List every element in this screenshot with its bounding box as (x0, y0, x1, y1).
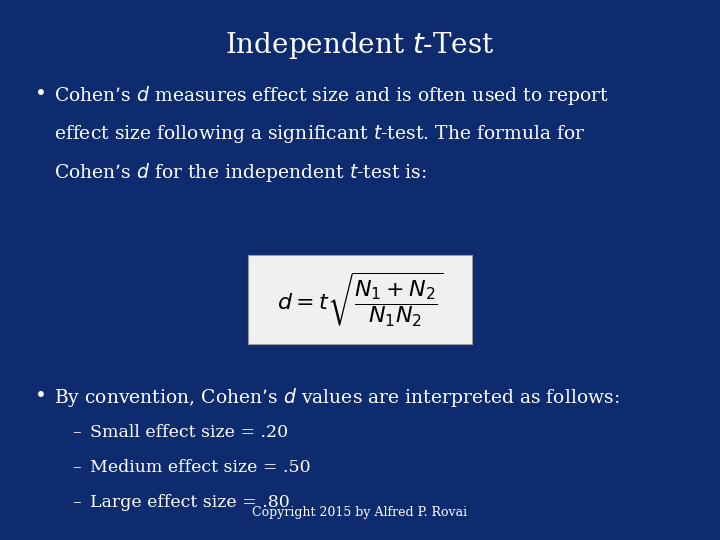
Text: Independent $t$-Test: Independent $t$-Test (225, 30, 495, 60)
Text: Medium effect size = .50: Medium effect size = .50 (90, 459, 310, 476)
Text: Copyright 2015 by Alfred P. Rovai: Copyright 2015 by Alfred P. Rovai (253, 507, 467, 519)
Text: Cohen’s $d$ for the independent $t$-test is:: Cohen’s $d$ for the independent $t$-test… (54, 161, 426, 185)
Text: •: • (35, 84, 46, 103)
Text: –: – (72, 459, 81, 476)
Text: Large effect size = .80: Large effect size = .80 (90, 494, 289, 511)
Text: $d = t\sqrt{\dfrac{N_1 + N_2}{N_1 N_2}}$: $d = t\sqrt{\dfrac{N_1 + N_2}{N_1 N_2}}$ (277, 271, 443, 329)
Text: –: – (72, 494, 81, 511)
Text: Cohen’s $d$ measures effect size and is often used to report: Cohen’s $d$ measures effect size and is … (54, 84, 609, 107)
Text: By convention, Cohen’s $d$ values are interpreted as follows:: By convention, Cohen’s $d$ values are in… (54, 386, 619, 409)
Text: Small effect size = .20: Small effect size = .20 (90, 424, 288, 441)
FancyBboxPatch shape (248, 255, 472, 345)
Text: •: • (35, 386, 46, 405)
Text: –: – (72, 424, 81, 441)
Text: effect size following a significant $t$-test. The formula for: effect size following a significant $t$-… (54, 123, 585, 145)
